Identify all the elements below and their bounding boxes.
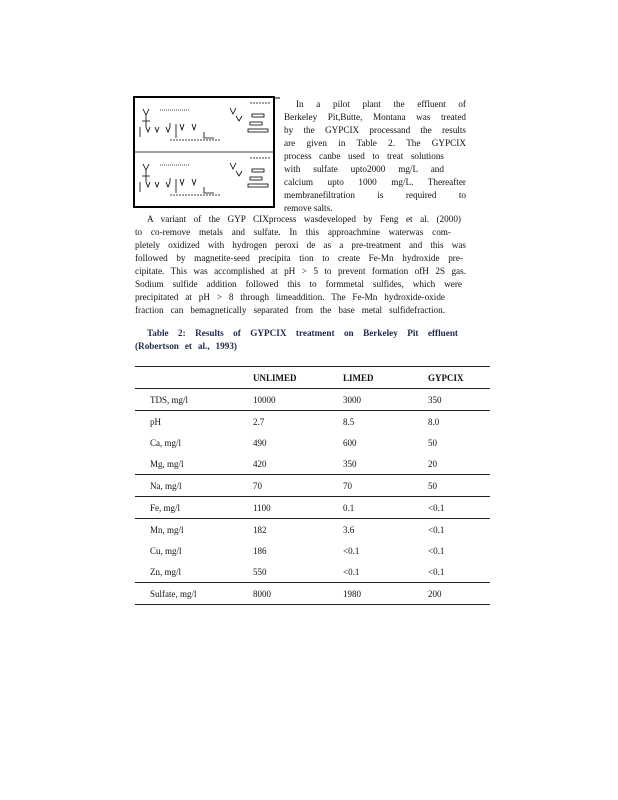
table-row: Cu, mg/l 186 <0.1 <0.1 (135, 540, 490, 561)
table-caption-source: (Robertson et al., 1993) (135, 341, 237, 351)
table-cell: <0.1 (428, 545, 445, 556)
table-cell: 1100 (253, 496, 343, 519)
row-label: TDS, mg/l (135, 388, 253, 411)
row-label: Cu, mg/l (150, 545, 182, 556)
row-label: pH (150, 416, 161, 427)
table-cell: 350 (428, 388, 490, 411)
text-line: followed by magnetite-seed precipita tio… (135, 253, 463, 263)
table-cell: 420 (253, 453, 343, 475)
table-cell: <0.1 (343, 545, 360, 556)
row-label: Mn, mg/l (150, 524, 184, 535)
table-row: Na, mg/l 70 70 50 (135, 474, 490, 497)
table-cell: 50 (428, 437, 437, 448)
text-line: process canbe used to treat solutions (284, 151, 444, 161)
text-line: membranefiltration is required to (284, 190, 466, 200)
text-line: Sodium sulfide addition followed this to… (135, 279, 462, 289)
table-row: Mn, mg/l 182 3.6 <0.1 (135, 519, 490, 541)
results-table: UNLIMED LIMED GYPCIX TDS, mg/l 10000 3000 3… (135, 366, 490, 605)
table-cell: 8.0 (428, 416, 440, 427)
table-cell: 10000 (253, 388, 343, 411)
table-cell: <0.1 (343, 561, 428, 583)
table-row: Ca, mg/l 490 600 50 (135, 432, 490, 453)
table-cell: 70 (343, 474, 428, 497)
row-label: Zn, mg/l (135, 561, 253, 583)
table-cell: 1980 (343, 582, 428, 605)
text-line: calcium upto 1000 mg/L. Thereafter (284, 177, 466, 187)
table-caption: Table 2: Results of GYPCIX treatment on … (147, 328, 458, 338)
table-cell: 20 (428, 453, 490, 475)
table-cell: 186 (253, 545, 267, 556)
row-label: Ca, mg/l (150, 437, 181, 448)
row-label: Mg, mg/l (135, 453, 253, 475)
table-cell: 550 (253, 561, 343, 583)
header-cell: LIMED (343, 366, 428, 389)
table-cell: 70 (253, 474, 343, 497)
row-label: Sulfate, mg/l (135, 582, 253, 605)
row-label: Na, mg/l (135, 474, 253, 497)
text-line: to co-remove metals and sulfate. In this… (135, 227, 451, 237)
table-cell: 8000 (253, 582, 343, 605)
table-cell: 350 (343, 453, 428, 475)
text-line: by the GYPCIX processand the results (284, 125, 466, 135)
table-cell: 490 (253, 437, 267, 448)
process-flow-diagram (133, 96, 280, 208)
table-row: Zn, mg/l 550 <0.1 <0.1 (135, 561, 490, 583)
text-line: A variant of the GYP CIXprocess wasdevel… (147, 214, 461, 224)
header-cell (135, 366, 253, 389)
header-cell: UNLIMED (253, 366, 343, 389)
text-line: cipitate. This was accomplished at pH > … (135, 266, 466, 276)
table-row: Sulfate, mg/l 8000 1980 200 (135, 582, 490, 605)
table-row: TDS, mg/l 10000 3000 350 (135, 388, 490, 411)
table-row: Fe, mg/l 1100 0.1 <0.1 (135, 496, 490, 519)
table-cell: 182 (253, 524, 267, 535)
text-line: pletely oxidized with hydrogen peroxi de… (135, 240, 466, 250)
text-line: are given in Table 2. The GYPCIX (284, 138, 466, 148)
text-line: Berkeley Pit,Butte, Montana was treated (284, 112, 466, 122)
table-cell: <0.1 (428, 524, 445, 535)
row-label: Fe, mg/l (135, 496, 253, 519)
table-cell: 3.6 (343, 524, 355, 535)
text-line: with sulfate upto2000 mg/L and (284, 164, 444, 174)
header-cell: GYPCIX (428, 366, 490, 389)
table-cell: 2.7 (253, 416, 265, 427)
text-line: fraction can bemagnetically separated fr… (135, 305, 445, 315)
table-cell: 3000 (343, 388, 428, 411)
table-row: pH 2.7 8.5 8.0 (135, 411, 490, 433)
table-cell: <0.1 (428, 496, 490, 519)
table-cell: 600 (343, 437, 357, 448)
text-line: remove salts. (284, 203, 333, 213)
table-cell: 50 (428, 474, 490, 497)
text-line: precipitated at pH > 8 through limeaddit… (135, 292, 445, 302)
table-cell: 8.5 (343, 416, 355, 427)
table-cell: <0.1 (428, 561, 490, 583)
text-line: In a pilot plant the effluent of (296, 99, 466, 109)
table-row: Mg, mg/l 420 350 20 (135, 453, 490, 475)
table-cell: 0.1 (343, 496, 428, 519)
table-header-row: UNLIMED LIMED GYPCIX (135, 366, 490, 389)
table-cell: 200 (428, 582, 490, 605)
